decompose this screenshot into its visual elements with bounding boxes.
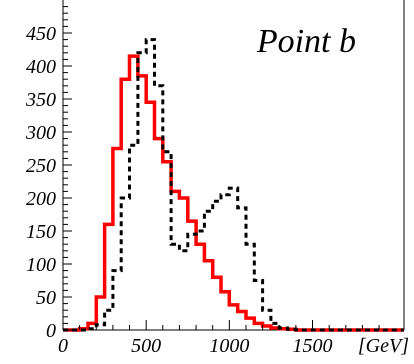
x-tick-label: 0 — [58, 335, 68, 357]
y-tick-label: 150 — [26, 221, 56, 243]
y-tick-label: 200 — [26, 188, 56, 210]
y-tick-label: 100 — [26, 254, 56, 276]
x-tick-label: 500 — [131, 335, 161, 357]
y-tick-label: 300 — [25, 122, 56, 144]
y-tick-label: 50 — [36, 287, 56, 309]
y-tick-label: 0 — [46, 320, 56, 342]
ticks-layer: 0 50 100 150 200 250 300 350 400 450 0 500 1000 1500 — [25, 6, 380, 357]
series-1-line — [63, 54, 404, 332]
series-2-line — [63, 38, 404, 332]
chart-title: Point b — [256, 23, 356, 60]
y-tick-label: 250 — [26, 155, 56, 177]
y-tick-label: 450 — [26, 23, 56, 45]
x-tick-label: 1000 — [209, 335, 249, 357]
y-tick-label: 350 — [25, 89, 56, 111]
y-tick-label: 400 — [26, 56, 56, 78]
x-axis-label: [GeV] — [358, 335, 409, 357]
x-tick-label: 1500 — [293, 335, 333, 357]
series-layer — [63, 38, 404, 332]
